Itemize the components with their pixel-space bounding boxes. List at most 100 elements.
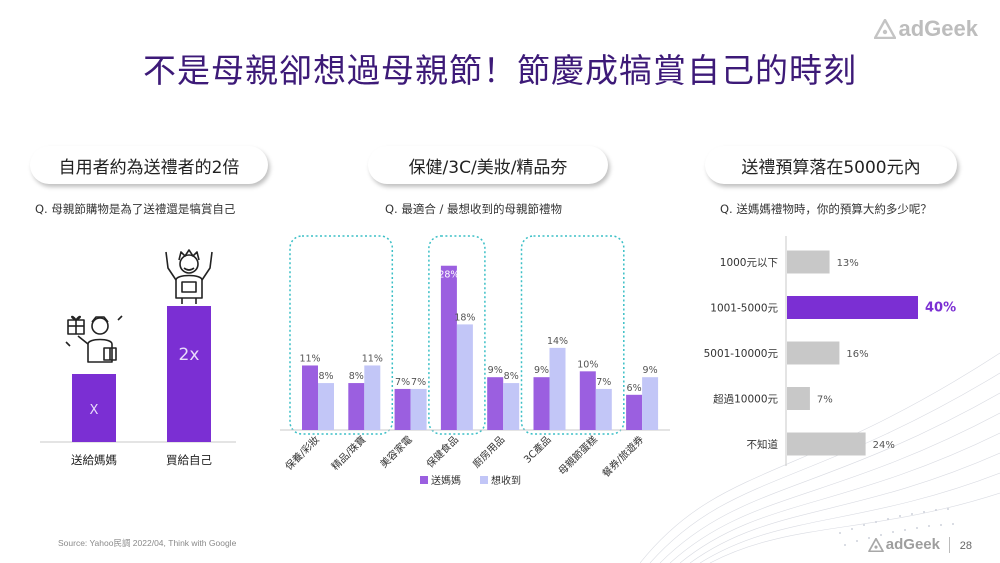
background-wave-decoration [640, 352, 1000, 563]
bar-received-7 [595, 388, 612, 430]
data-label-5: 24% [873, 440, 895, 451]
bar-given-8 [626, 394, 643, 430]
person-arm [77, 335, 89, 345]
data-label-given-1: 11% [299, 353, 320, 364]
category-label-2: 買給自己 [166, 453, 212, 467]
panel-heading-budget: 送禮預算落在5000元內 [705, 146, 957, 184]
category-label-7: 母親節蛋糕 [555, 433, 600, 478]
data-label-received-4: 18% [454, 312, 475, 323]
data-label-1: 13% [837, 258, 859, 269]
chart-self-vs-gift: X 送給媽媽 2x 買給自己 [40, 249, 236, 467]
highlight-box-1 [289, 235, 394, 435]
category-label-2: 精品/珠寶 [329, 433, 369, 473]
legend-swatch-1 [420, 476, 428, 484]
data-label-given-6: 9% [534, 365, 549, 376]
data-label-given-8: 6% [627, 383, 642, 394]
bar-given-3 [394, 388, 411, 430]
data-label-received-6: 14% [547, 336, 568, 347]
gift-giver-icon [65, 315, 123, 363]
data-label-3: 16% [846, 349, 868, 360]
data-label-2: 40% [925, 301, 956, 316]
bar-received-8 [642, 377, 659, 430]
panel-heading-gift-categories: 保健/3C/美妝/精品夯 [368, 146, 608, 184]
category-label-1: 1000元以下 [720, 257, 778, 269]
brand-name: adGeek [898, 16, 979, 41]
bar-5 [787, 432, 866, 456]
category-label-2: 1001-5000元 [710, 303, 778, 315]
legend-label-1: 送媽媽 [431, 474, 461, 487]
bar-received-3 [410, 388, 427, 430]
data-label-received-3: 7% [411, 377, 426, 388]
category-label-1: 保養/彩妝 [282, 433, 322, 473]
page-number: 28 [959, 540, 972, 552]
person-smile [183, 267, 195, 271]
bar-given-1 [302, 365, 318, 430]
adgeek-logo-mark-icon [873, 19, 896, 39]
page-title: 不是母親卻想過母親節！節慶成犒賞自己的時刻 [143, 51, 857, 90]
data-label-received-8: 9% [643, 365, 658, 376]
adgeek-logo-mark-icon [867, 537, 884, 552]
person-right-arm [201, 251, 213, 281]
source-note: Source: Yahoo民調 2022/04, Think with Goog… [58, 538, 237, 548]
category-label-5: 不知道 [747, 438, 779, 451]
category-label-8: 餐券/旅遊券 [599, 433, 646, 480]
person-badge [181, 281, 197, 293]
person-body [175, 274, 203, 299]
data-label-given-7: 10% [577, 359, 598, 370]
sparkle [117, 315, 123, 321]
panel-heading-self-vs-gift: 自用者約為送禮者的2倍 [30, 146, 268, 184]
bar-given-7 [579, 371, 596, 430]
data-label-received-5: 8% [504, 371, 519, 382]
gift-bow [71, 315, 81, 321]
data-label-received-7: 7% [596, 377, 611, 388]
person-head [179, 254, 199, 274]
person-body [87, 338, 113, 363]
bar-label-2: 2x [179, 345, 200, 365]
legend-swatch-2 [480, 476, 488, 484]
bar-received-2 [364, 365, 381, 430]
bar-received-4 [456, 324, 473, 430]
bar-4 [787, 387, 810, 410]
person-hair [91, 316, 109, 323]
bar-given-2 [348, 383, 365, 430]
bar-3 [787, 341, 840, 365]
chart-budget: 1000元以下 13% 1001-5000元 40% 5001-10000元 16% 超過1… [704, 236, 956, 466]
bar-given-4 [440, 265, 457, 430]
question-text-panel-3: Q. 送媽媽禮物時，你的預算大約多少呢？ [720, 202, 932, 216]
category-label-3: 5001-10000元 [704, 348, 779, 360]
celebrating-person-icon [165, 249, 213, 304]
data-label-given-4: 28% [438, 270, 459, 281]
bar-given-6 [533, 377, 550, 430]
adgeek-logo-footer: adGeek [867, 536, 940, 553]
footer-divider [949, 537, 950, 553]
sparkle [65, 341, 71, 347]
bar-received-6 [549, 347, 566, 430]
chart-gift-categories: 11%8%保養/彩妝8%11%精品/珠寶7% 7%美容家電28%18%保健食品9%… [280, 235, 670, 487]
brand-name: adGeek [885, 536, 940, 553]
adgeek-logo: adGeek [873, 16, 979, 42]
bar-label-1: X [90, 403, 99, 418]
category-label-4: 保健食品 [424, 433, 461, 470]
data-label-received-1: 8% [318, 371, 333, 382]
data-label-4: 7% [817, 395, 833, 406]
bar-given-5 [487, 377, 504, 430]
highlight-box-3 [520, 235, 625, 435]
category-label-1: 送給媽媽 [71, 453, 117, 467]
bar-1 [787, 250, 830, 274]
person-left-arm [165, 251, 177, 281]
bar-2 [787, 296, 918, 319]
data-label-received-2: 11% [362, 353, 383, 364]
person-hair [178, 249, 200, 261]
data-label-given-2: 8% [349, 371, 364, 382]
legend-label-2: 想收到 [491, 474, 521, 487]
data-label-given-3: 7% [395, 377, 410, 388]
category-label-3: 美容家電 [377, 433, 414, 470]
category-label-5: 廚房用品 [470, 433, 507, 470]
bar-2 [167, 306, 211, 442]
question-text-panel-1: Q. 母親節購物是為了送禮還是犒賞自己 [35, 202, 236, 216]
bar-received-1 [318, 383, 334, 430]
category-label-6: 3C產品 [521, 433, 554, 466]
bar-received-5 [503, 383, 520, 430]
category-label-4: 超過10000元 [713, 393, 778, 406]
person-head [91, 317, 109, 335]
